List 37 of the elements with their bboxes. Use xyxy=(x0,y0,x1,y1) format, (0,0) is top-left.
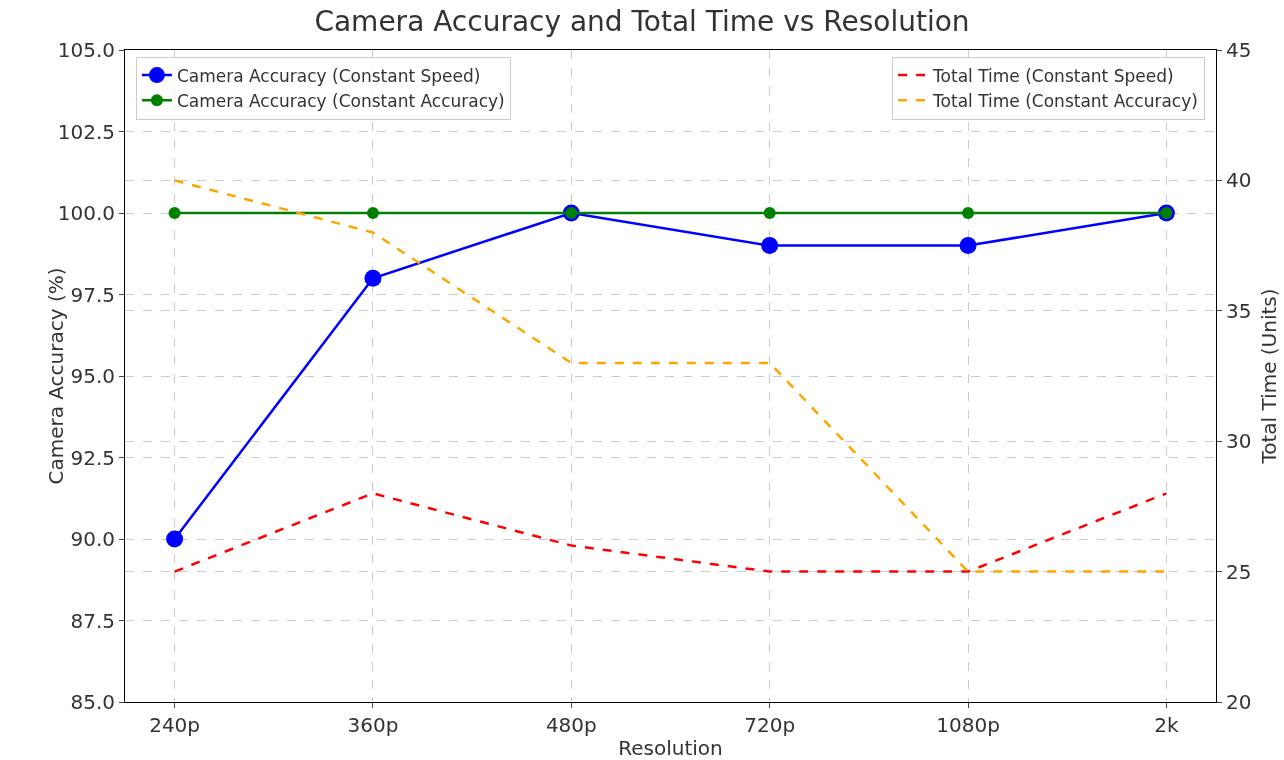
point xyxy=(763,207,776,219)
y-tick-label: 102.5 xyxy=(57,119,115,144)
y-axis-title: Camera Accuracy (%) xyxy=(44,267,69,485)
y-tick-label: 105.0 xyxy=(57,38,115,62)
x-tick-label: 480p xyxy=(545,713,597,737)
y2-tick-label: 20 xyxy=(1226,690,1252,714)
y-tick-label: 87.5 xyxy=(70,608,115,633)
y2-tick-label: 45 xyxy=(1226,38,1252,62)
y2-axis-title: Total Time (Units) xyxy=(1257,288,1281,465)
y-tick-label: 100.0 xyxy=(57,201,115,225)
point xyxy=(166,530,184,548)
y-tick-label: 90.0 xyxy=(70,527,115,551)
legend-label: Total Time (Constant Accuracy) xyxy=(932,90,1198,111)
legend-label: Camera Accuracy (Constant Speed) xyxy=(176,65,481,86)
point xyxy=(168,207,181,219)
x-tick-label: 720p xyxy=(744,713,796,737)
y-tick-label: 92.5 xyxy=(70,445,115,470)
y-tick-label: 95.0 xyxy=(70,364,115,388)
x-tick-label: 2k xyxy=(1154,713,1179,737)
chart-title: Camera Accuracy and Total Time vs Resolution xyxy=(314,5,970,38)
x-tick-label: 240p xyxy=(149,713,201,737)
x-tick-label: 1080p xyxy=(936,713,1000,737)
legend-label: Total Time (Constant Speed) xyxy=(932,65,1174,86)
y2-tick-label: 40 xyxy=(1226,168,1252,193)
point xyxy=(366,207,379,219)
y2-tick-label: 30 xyxy=(1226,429,1252,454)
point xyxy=(959,237,977,255)
point xyxy=(364,269,382,287)
x-tick-label: 360p xyxy=(347,713,399,737)
y2-tick-label: 35 xyxy=(1226,298,1252,323)
point xyxy=(962,207,975,219)
point xyxy=(761,237,779,255)
y-tick-label: 97.5 xyxy=(70,282,115,307)
x-axis-title: Resolution xyxy=(618,736,723,760)
legend-label: Camera Accuracy (Constant Accuracy) xyxy=(176,90,505,111)
y2-tick-label: 25 xyxy=(1226,559,1252,584)
y-tick-label: 85.0 xyxy=(70,690,115,714)
